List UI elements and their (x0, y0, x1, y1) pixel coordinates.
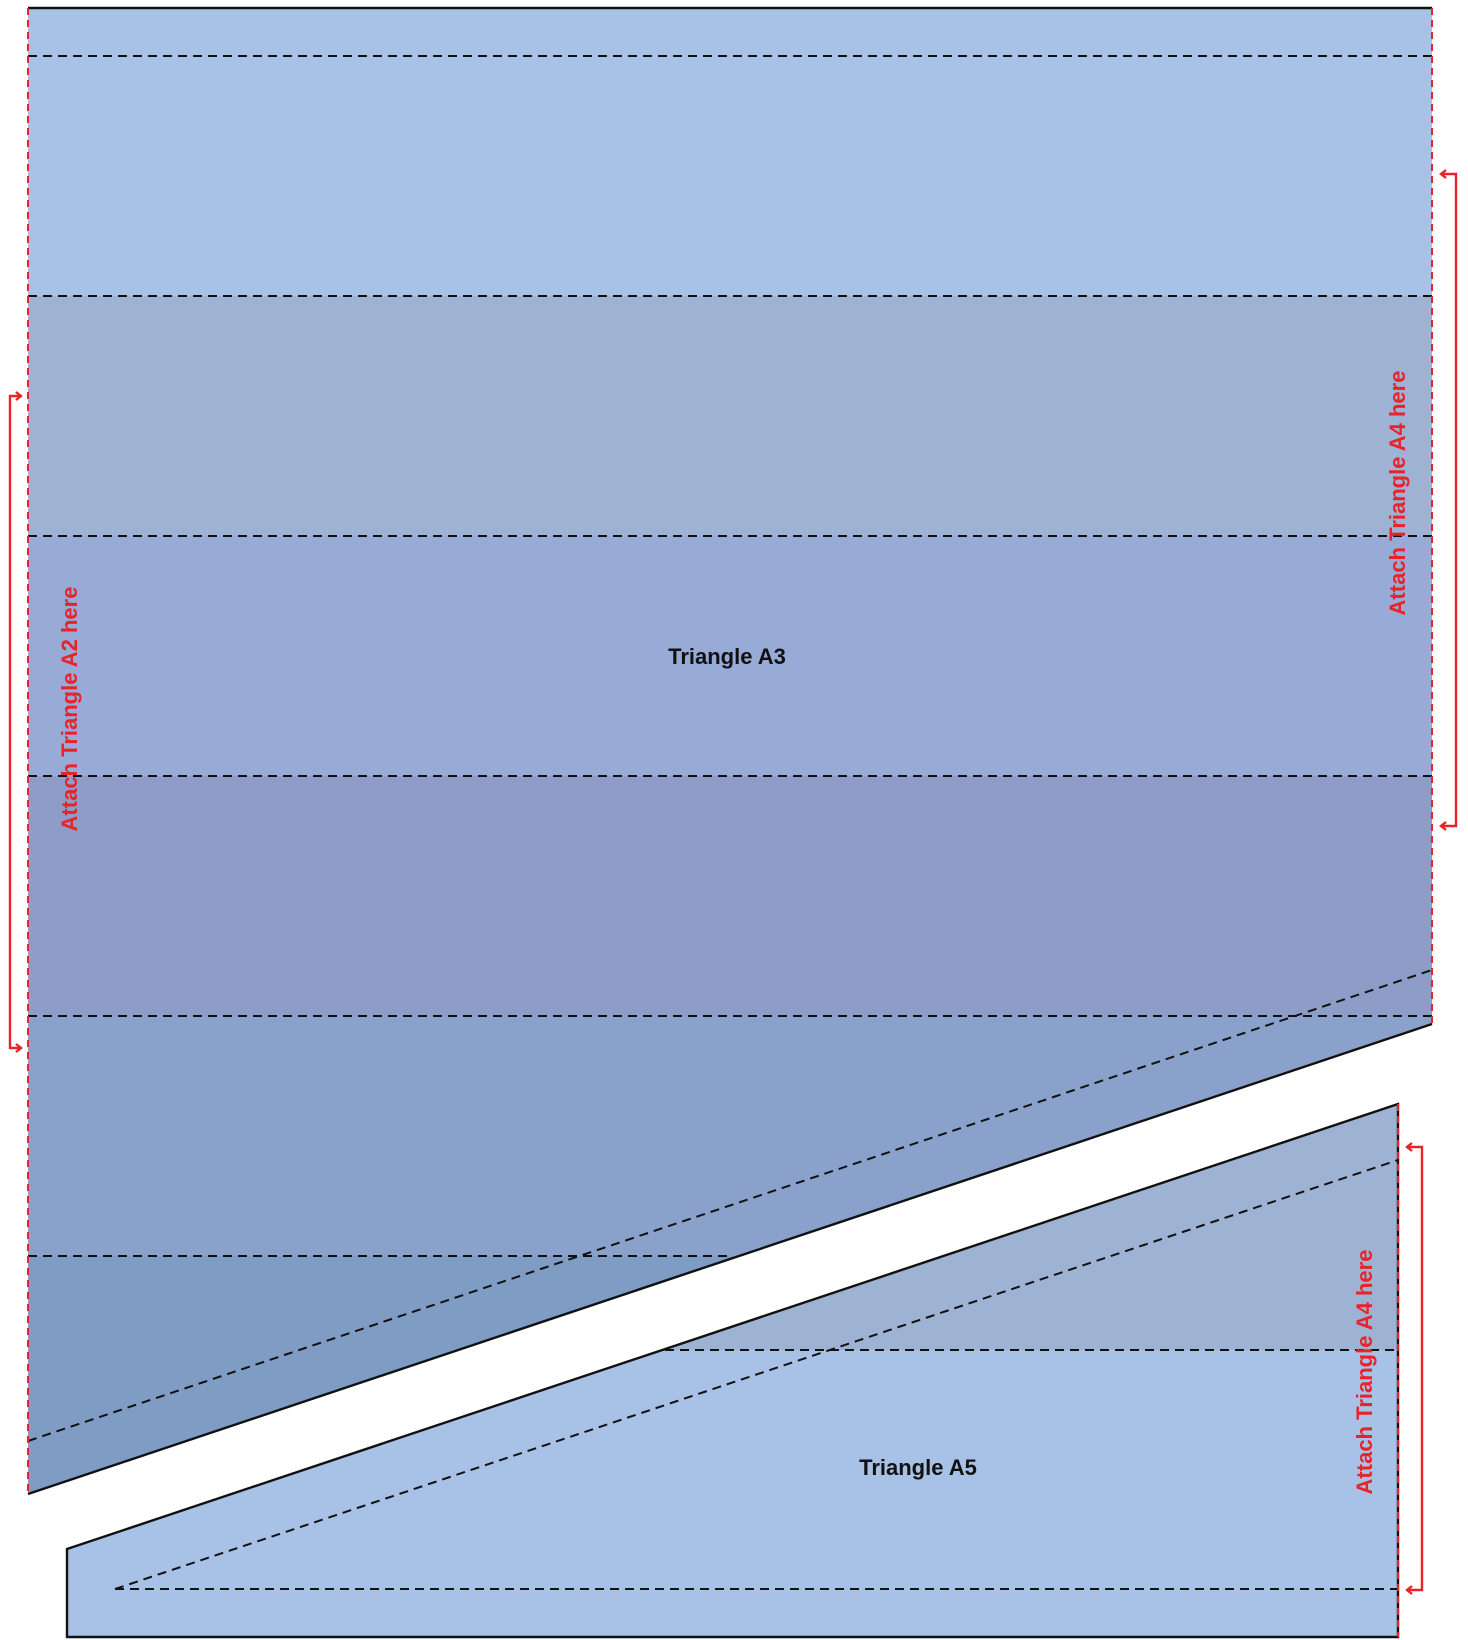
arrow-head-icon (15, 1043, 23, 1053)
arrow-head-icon (1405, 1585, 1413, 1595)
triangle-a3-outline (27, 6, 1433, 1496)
attach-marker-right-lower: Attach Triangle A4 here (1352, 1142, 1424, 1595)
attach-marker-right-upper: Attach Triangle A4 here (1385, 169, 1458, 831)
attach-label-right-upper: Attach Triangle A4 here (1385, 371, 1410, 616)
arrow-head-icon (1405, 1142, 1413, 1152)
arrow-head-icon (1439, 169, 1447, 179)
bracket-right-upper (1442, 172, 1458, 828)
arrow-head-icon (1439, 821, 1447, 831)
band-2 (28, 296, 1432, 536)
band-3 (28, 536, 1432, 776)
band-4 (28, 776, 1432, 1016)
attach-marker-left: Attach Triangle A2 here (8, 391, 82, 1053)
arrow-head-icon (15, 391, 23, 401)
triangle-a5-label: Triangle A5 (859, 1455, 977, 1480)
attach-label-left: Attach Triangle A2 here (57, 587, 82, 832)
triangle-a3-label: Triangle A3 (668, 644, 786, 669)
band-1 (28, 8, 1432, 296)
bracket-right-lower (1408, 1145, 1424, 1592)
fold-line-diagonal (27, 969, 1433, 1442)
attach-label-right-lower: Attach Triangle A4 here (1352, 1250, 1377, 1495)
bracket-left (8, 394, 20, 1050)
fold-line-diagonal (114, 1159, 1399, 1590)
